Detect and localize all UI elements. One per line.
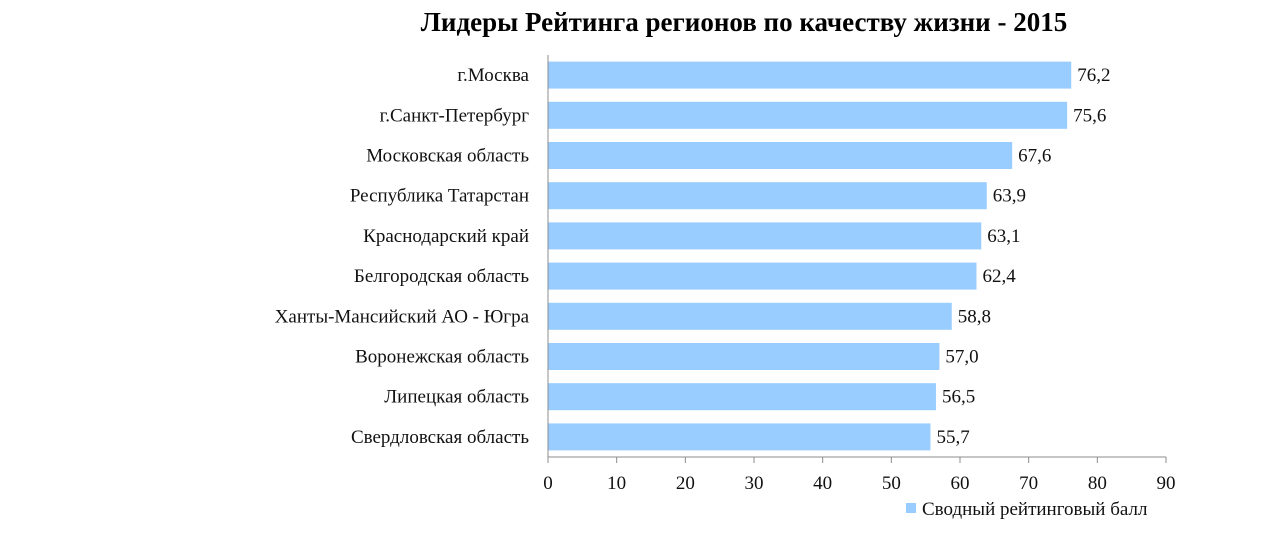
bar [548,262,977,290]
value-label: 67,6 [1018,146,1051,167]
x-tick-label: 20 [676,473,695,494]
bars-group [548,61,1072,451]
value-label: 63,9 [993,186,1026,207]
category-label: Ханты-Мансийский АО - Югра [275,306,530,327]
bar [548,101,1068,129]
x-tick-label: 60 [951,473,970,494]
value-label: 76,2 [1077,65,1110,86]
legend-label: Сводный рейтинговый балл [922,499,1148,520]
value-label: 56,5 [942,387,975,408]
legend-swatch [906,503,916,513]
x-tick-label: 80 [1088,473,1107,494]
category-label: г.Москва [457,65,529,86]
value-label: 58,8 [958,306,991,327]
category-label: Московская область [366,146,529,167]
category-label: Белгородская область [354,266,529,287]
x-tick-label: 0 [543,473,553,494]
x-tick-label: 90 [1157,473,1176,494]
category-label: г.Санкт-Петербург [380,105,530,126]
value-label: 62,4 [982,266,1016,287]
legend: Сводный рейтинговый балл [906,499,1148,520]
category-label: Липецкая область [384,387,529,408]
bar [548,423,931,451]
value-label: 75,6 [1073,105,1106,126]
category-label: Краснодарский край [363,226,529,247]
bar [548,302,952,330]
category-label: Свердловская область [351,427,529,448]
value-label: 55,7 [936,427,969,448]
category-label: Республика Татарстан [350,186,529,207]
chart-title: Лидеры Рейтинга регионов по качеству жиз… [421,7,1067,37]
x-tick-label: 40 [813,473,832,494]
bar [548,142,1013,169]
x-tick-label: 10 [607,473,626,494]
x-tick-label: 30 [745,473,764,494]
bar [548,182,987,210]
bar [548,383,936,411]
value-label: 57,0 [945,347,978,368]
value-label: 63,1 [987,226,1020,247]
bar [548,222,982,250]
category-labels: г.Москва г.Санкт-Петербург Московская обла… [275,65,530,448]
value-labels: 76,2 75,6 67,6 63,9 63,1 62,4 58,8 57,0 56,5 55,7 [936,65,1110,448]
bar [548,61,1072,89]
bar [548,343,940,370]
x-tick-label: 50 [882,473,901,494]
x-axis: 0 10 20 30 40 50 60 70 80 90 [543,55,1176,494]
category-label: Воронежская область [355,347,529,368]
x-tick-label: 70 [1019,473,1038,494]
